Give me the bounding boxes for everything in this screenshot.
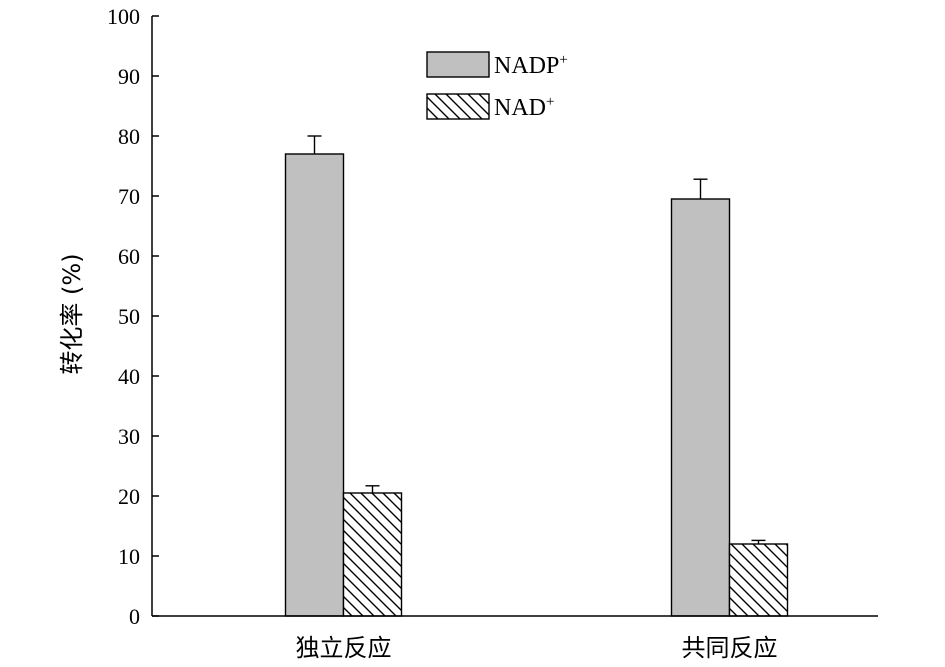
legend-swatch-nadp — [426, 51, 490, 78]
y-tick-label: 70 — [118, 184, 140, 209]
error-bars — [307, 135, 766, 544]
legend-label-nad: NAD+ — [494, 94, 554, 121]
y-tick-label: 80 — [118, 124, 140, 149]
y-tick-label: 40 — [118, 364, 140, 389]
legend: NADP+ NAD+ — [426, 51, 568, 121]
x-category-label: 独立反应 — [296, 634, 392, 662]
bar-nadp-2 — [670, 198, 731, 617]
x-axis-categories: 独立反应 共同反应 — [296, 634, 778, 662]
bars — [284, 153, 789, 617]
y-tick-label: 50 — [118, 304, 140, 329]
x-category-label: 共同反应 — [682, 634, 778, 662]
y-tick-label: 100 — [107, 4, 140, 29]
y-tick-label: 0 — [129, 604, 140, 629]
y-tick-label: 30 — [118, 424, 140, 449]
y-tick-label: 90 — [118, 64, 140, 89]
legend-label-nadp: NADP+ — [494, 52, 568, 79]
bar-nad-1 — [342, 492, 403, 617]
legend-swatch-nad — [426, 93, 490, 120]
bar-nad-2 — [728, 543, 789, 617]
y-tick-label: 20 — [118, 484, 140, 509]
y-tick-label: 60 — [118, 244, 140, 269]
y-axis-ticks: 0 10 20 30 40 50 60 70 80 90 100 — [107, 4, 159, 629]
y-axis-title: 转化率 (%) — [58, 253, 86, 374]
bar-nadp-1 — [284, 153, 345, 617]
y-tick-label: 10 — [118, 544, 140, 569]
